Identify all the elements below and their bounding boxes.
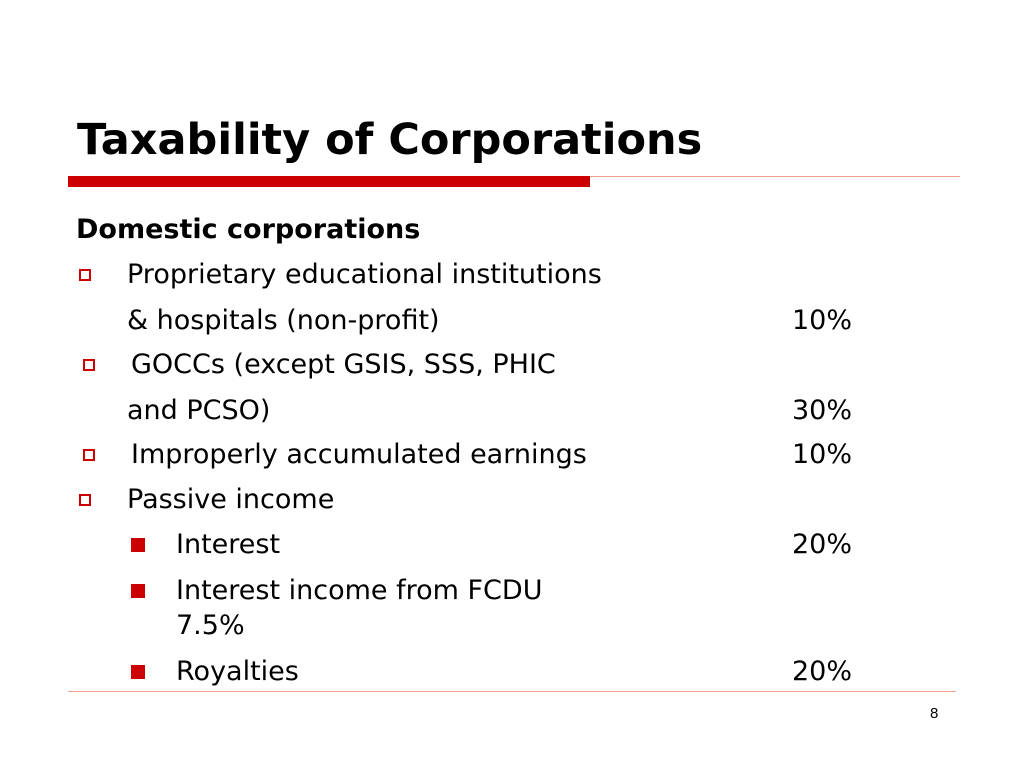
item-1-rate: 10%	[792, 305, 853, 336]
hollow-square-bullet-icon	[83, 449, 95, 461]
subitem-interest-label: Interest	[176, 529, 281, 560]
subitem-royalties-rate: 20%	[792, 656, 853, 687]
section-heading: Domestic corporations	[76, 214, 421, 245]
filled-square-bullet-icon	[131, 584, 145, 598]
footer-rule	[68, 691, 956, 692]
item-2-rate: 30%	[792, 395, 853, 426]
hollow-square-bullet-icon	[83, 359, 95, 371]
subitem-fcdu-label: Interest income from FCDU	[176, 575, 543, 606]
item-3-line-1: Improperly accumulated earnings	[131, 439, 587, 470]
subitem-royalties-label: Royalties	[176, 656, 299, 687]
item-1-line-1: Proprietary educational institutions	[127, 259, 602, 290]
item-2-line-1: GOCCs (except GSIS, SSS, PHIC	[131, 349, 556, 380]
subitem-interest-rate: 20%	[792, 529, 853, 560]
item-2-line-2: and PCSO)	[127, 395, 271, 426]
hollow-square-bullet-icon	[79, 269, 91, 281]
filled-square-bullet-icon	[131, 538, 145, 552]
filled-square-bullet-icon	[131, 665, 145, 679]
page-number: 8	[930, 705, 939, 722]
item-1-line-2: & hospitals (non-profit)	[127, 305, 440, 336]
title-rule-thick	[68, 176, 590, 187]
title-rule-thin	[590, 176, 960, 177]
slide-title: Taxability of Corporations	[77, 115, 703, 165]
item-3-rate: 10%	[792, 439, 853, 470]
item-4-line-1: Passive income	[127, 484, 335, 515]
hollow-square-bullet-icon	[79, 494, 91, 506]
subitem-fcdu-rate: 7.5%	[176, 610, 245, 641]
